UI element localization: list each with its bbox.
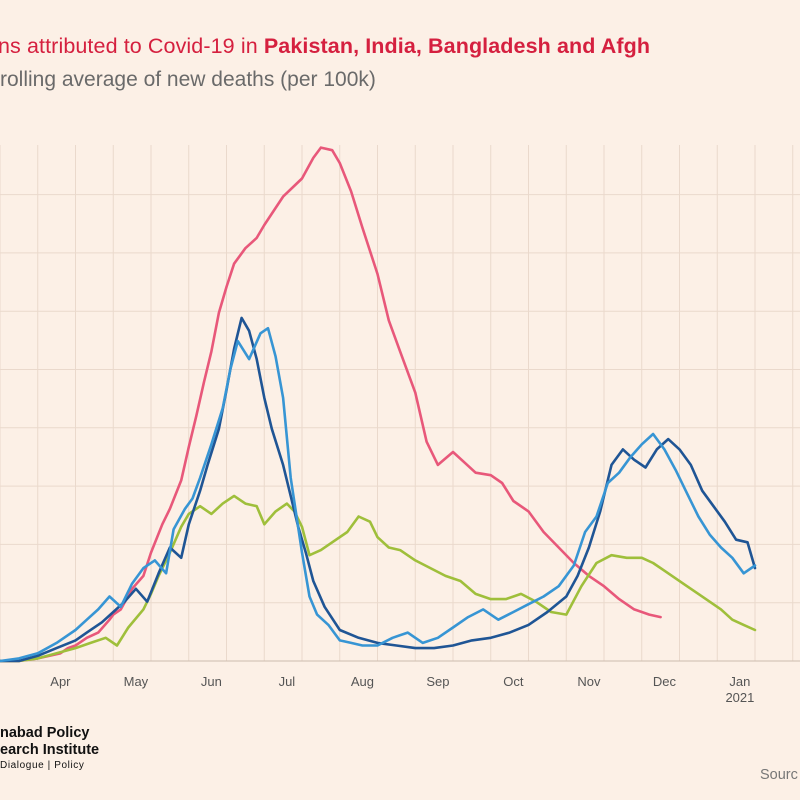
- logo-line-3: Dialogue | Policy: [0, 760, 85, 771]
- x-tick-label: May: [124, 674, 149, 689]
- x-tick-label: Oct: [503, 674, 524, 689]
- series-line-dark-blue: [0, 316, 757, 663]
- chart-grid: [0, 145, 800, 662]
- logo-line-2: earch Institute: [0, 742, 100, 758]
- x-tick-label: Jan: [729, 674, 750, 689]
- chart-title-countries: Pakistan, India, Bangladesh and Afgh: [263, 34, 651, 58]
- chart-series: [0, 146, 757, 663]
- x-tick-label: Nov: [577, 674, 601, 689]
- series-line-light-blue: [0, 326, 757, 663]
- ipri-logo: nabad Policy earch Institute Dialogue | …: [0, 725, 99, 771]
- x-tick-label: Dec: [653, 674, 677, 689]
- chart-title-prefix: ns attributed to Covid-19 in: [0, 34, 264, 58]
- series-line-pink: [0, 146, 662, 663]
- source-note: Sourc: [760, 767, 798, 783]
- chart-subtitle: rolling average of new deaths (per 100k): [0, 68, 376, 91]
- x-year-label: 2021: [725, 690, 754, 705]
- x-tick-label: Sep: [426, 674, 449, 689]
- logo-line-1: nabad Policy: [0, 725, 90, 741]
- x-tick-label: Aug: [351, 674, 374, 689]
- chart-title: ns attributed to Covid-19 in Pakistan, I…: [0, 34, 650, 59]
- x-tick-label: Jun: [201, 674, 222, 689]
- x-tick-label: Jul: [279, 674, 296, 689]
- x-tick-label: Apr: [50, 674, 71, 689]
